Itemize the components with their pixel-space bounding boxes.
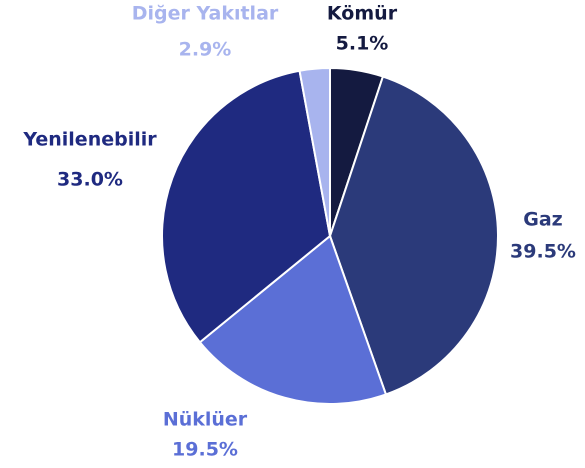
slice-category-label: Diğer Yakıtlar bbox=[132, 3, 279, 25]
slice-category-label: Gaz bbox=[523, 209, 562, 231]
slice-category-label: Kömür bbox=[327, 3, 398, 25]
slice-value-label: 19.5% bbox=[172, 439, 238, 461]
slice-category-label: Yenilenebilir bbox=[22, 129, 157, 151]
slice-value-label: 39.5% bbox=[510, 241, 576, 263]
slice-category-label: Nüklüer bbox=[163, 409, 248, 431]
slice-value-label: 5.1% bbox=[336, 33, 389, 55]
slice-value-label: 33.0% bbox=[57, 169, 123, 191]
pie-slice bbox=[198, 234, 388, 405]
pie-slice bbox=[298, 66, 331, 237]
slice-value-label: 2.9% bbox=[179, 39, 232, 61]
pie-slice bbox=[161, 69, 332, 344]
pie-slice bbox=[328, 75, 499, 396]
